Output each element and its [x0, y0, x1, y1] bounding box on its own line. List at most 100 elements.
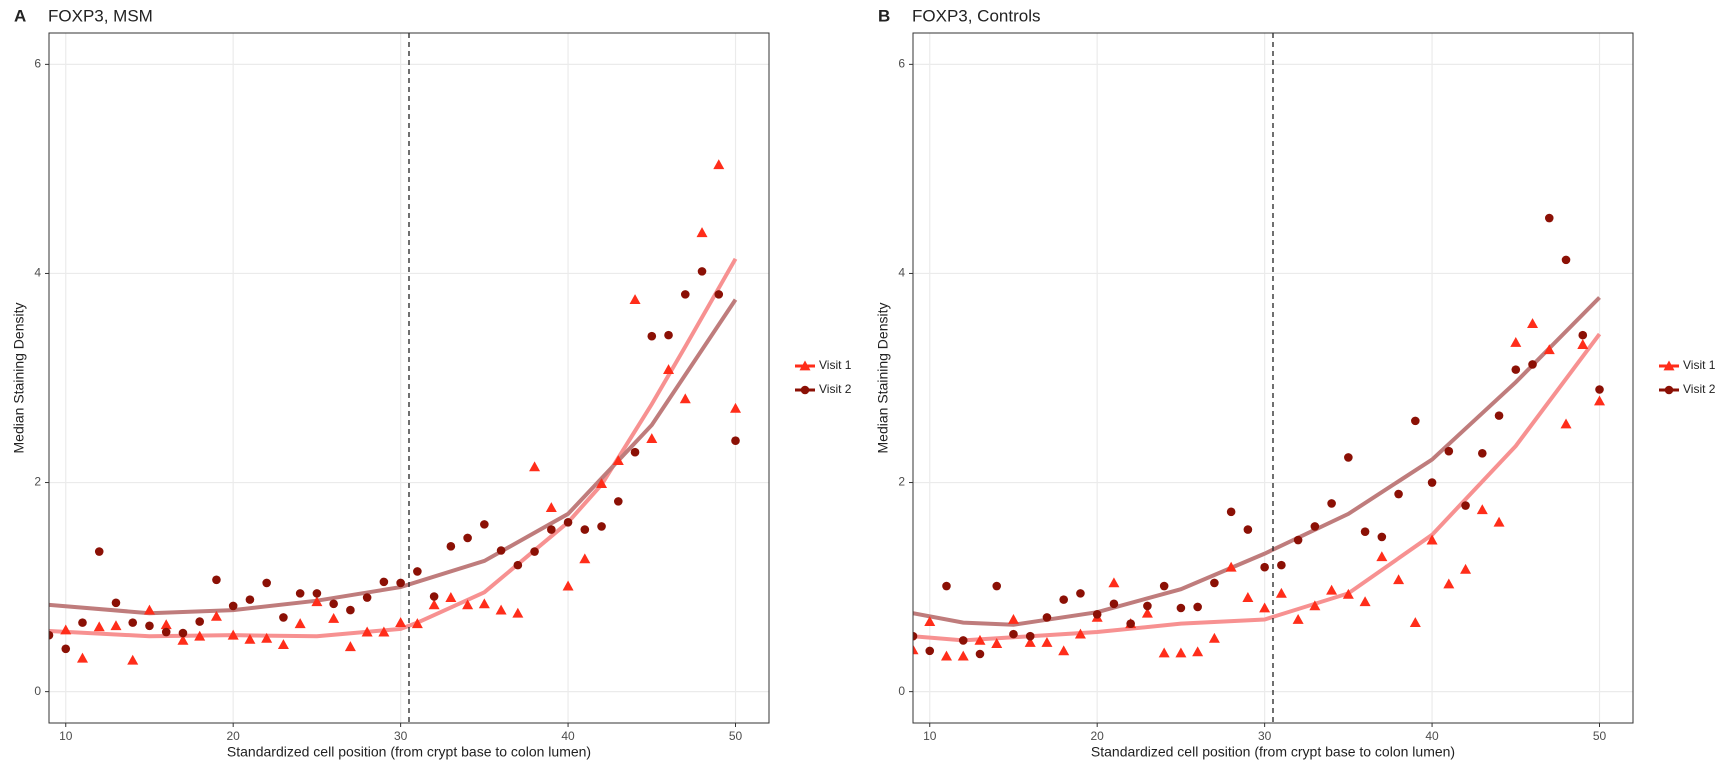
point — [913, 644, 919, 655]
point — [463, 533, 472, 543]
point — [647, 331, 657, 341]
x-axis-label: Standardized cell position (from crypt b… — [227, 744, 591, 760]
point — [1578, 330, 1588, 340]
point — [1259, 602, 1271, 613]
legend-label: Visit 1 — [1683, 358, 1716, 372]
point — [379, 577, 389, 587]
point — [1275, 587, 1287, 598]
point — [940, 650, 952, 661]
point — [228, 601, 238, 611]
point — [1409, 617, 1421, 628]
point — [529, 461, 541, 472]
point — [1544, 213, 1554, 223]
point — [1527, 318, 1539, 329]
point — [696, 227, 708, 238]
point — [1493, 516, 1505, 527]
point — [680, 290, 690, 299]
point — [411, 618, 423, 629]
point — [143, 604, 155, 615]
x-tick-label: 40 — [561, 729, 575, 743]
point — [1511, 365, 1521, 374]
point — [61, 644, 71, 654]
point — [547, 525, 556, 534]
legend-label: Visit 1 — [819, 358, 852, 372]
y-tick-label: 2 — [898, 475, 905, 489]
point — [277, 639, 289, 649]
point — [664, 330, 673, 340]
y-axis-label: Median Staining Density — [11, 303, 27, 454]
point — [1443, 578, 1455, 589]
point — [1528, 360, 1537, 369]
point — [395, 617, 407, 628]
legend-key-marker — [1664, 385, 1674, 395]
point — [580, 525, 590, 534]
smooth-line — [913, 296, 1601, 627]
point — [1377, 532, 1387, 542]
point — [1159, 581, 1169, 591]
x-tick-label: 50 — [729, 729, 743, 743]
point — [1109, 599, 1119, 609]
point — [1327, 499, 1336, 508]
plot-border — [48, 32, 770, 724]
point — [1076, 589, 1085, 598]
point — [1176, 603, 1186, 613]
point — [1243, 525, 1253, 534]
point — [697, 267, 707, 276]
point — [262, 578, 271, 588]
y-tick-label: 0 — [34, 684, 41, 698]
y-tick-label: 0 — [898, 684, 905, 698]
point — [1359, 596, 1371, 607]
y-tick-label: 2 — [34, 475, 41, 489]
point — [94, 547, 104, 556]
point — [495, 604, 507, 615]
point — [212, 575, 221, 585]
point — [496, 546, 506, 555]
y-axis-label: Median Staining Density — [875, 303, 891, 454]
point — [1292, 614, 1304, 624]
point — [1074, 628, 1086, 639]
point — [1510, 336, 1522, 347]
legend-label: Visit 2 — [819, 382, 852, 396]
point — [1041, 637, 1053, 647]
point — [78, 618, 87, 627]
point — [974, 634, 986, 645]
point — [679, 393, 691, 404]
point — [597, 522, 606, 531]
point — [428, 599, 440, 610]
point — [1293, 535, 1303, 545]
point — [178, 628, 188, 638]
smooth-line — [913, 332, 1602, 643]
x-tick-label: 10 — [923, 729, 937, 743]
point — [396, 578, 405, 588]
point — [1309, 600, 1321, 611]
panel-label: B — [878, 6, 890, 25]
point — [562, 580, 574, 591]
point — [1059, 595, 1068, 604]
x-tick-label: 50 — [1593, 729, 1607, 743]
point — [261, 632, 273, 643]
panel-label: A — [14, 6, 26, 25]
x-tick-label: 40 — [1425, 729, 1439, 743]
point — [975, 649, 985, 659]
point — [1444, 446, 1454, 456]
point — [1426, 534, 1438, 545]
point — [1025, 631, 1035, 641]
point — [60, 624, 72, 635]
x-axis-label: Standardized cell position (from crypt b… — [1091, 744, 1455, 760]
point — [614, 497, 623, 506]
x-tick-label: 30 — [394, 729, 408, 743]
point — [195, 617, 204, 626]
point — [1561, 255, 1571, 265]
point — [76, 652, 88, 663]
point — [731, 436, 740, 446]
point — [1543, 344, 1555, 355]
point — [1342, 588, 1354, 599]
point — [1577, 339, 1589, 349]
point — [161, 627, 171, 637]
point — [1310, 522, 1320, 531]
point — [1242, 592, 1254, 602]
point — [1376, 551, 1388, 562]
point — [958, 636, 968, 645]
point — [294, 618, 306, 629]
point — [111, 598, 121, 608]
